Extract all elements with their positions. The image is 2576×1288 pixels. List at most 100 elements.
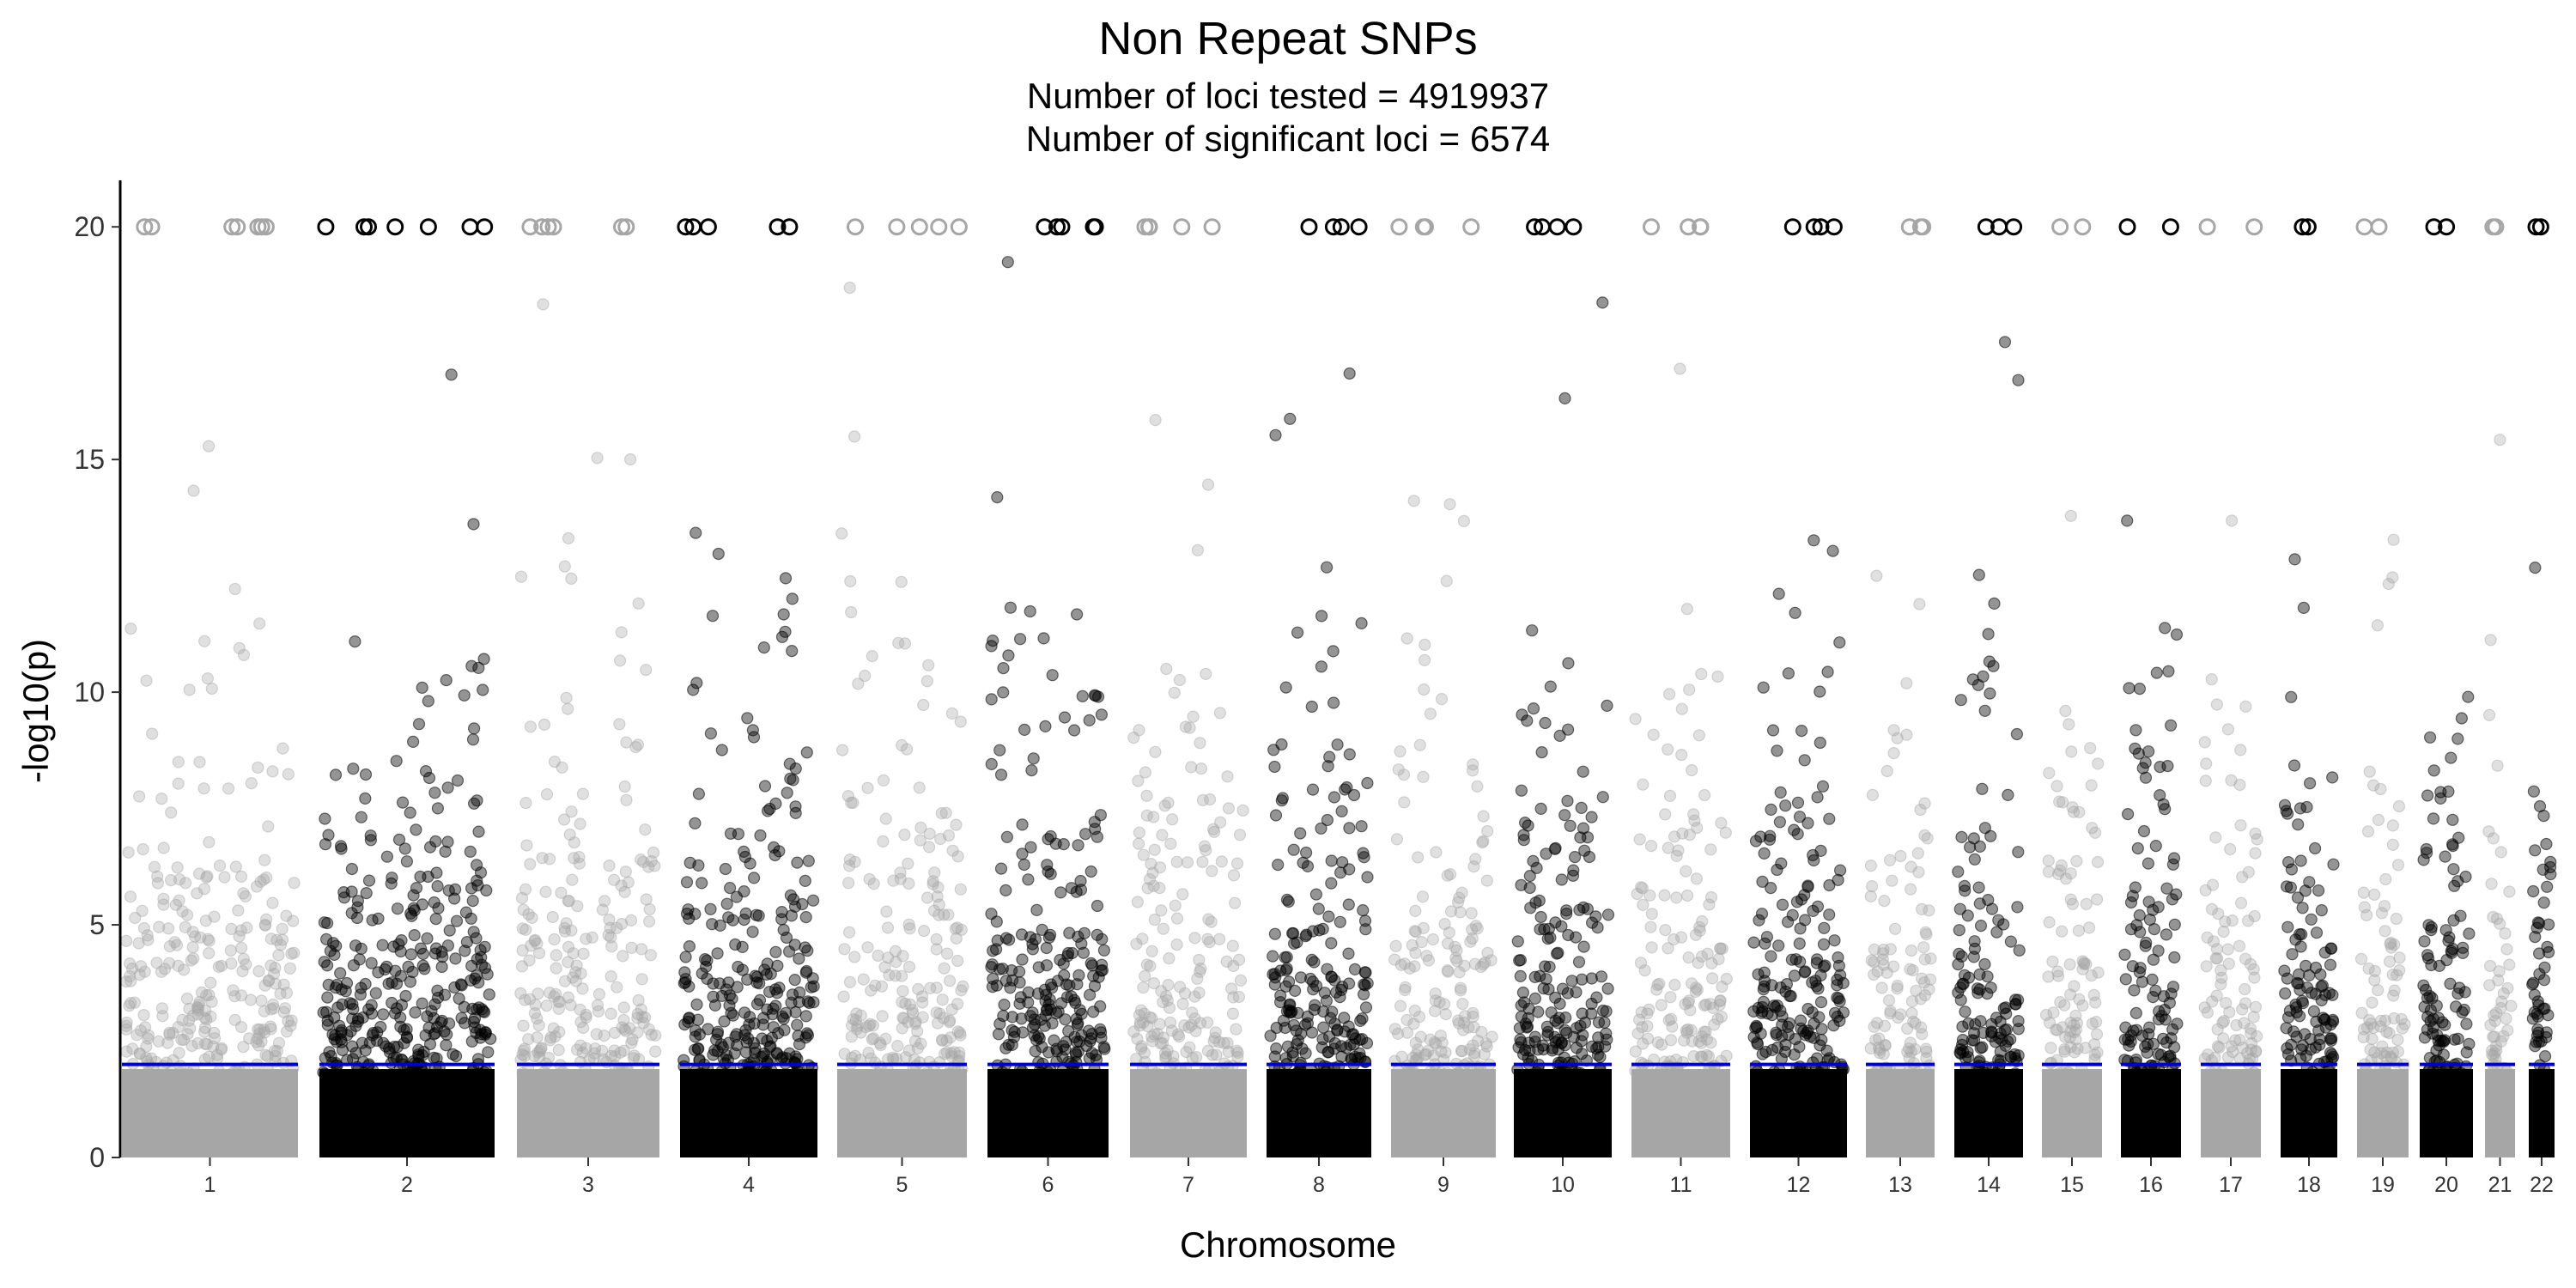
snp-point xyxy=(236,964,249,978)
chromosome-10-points xyxy=(1511,218,1615,1157)
snp-point xyxy=(431,991,445,1005)
snp-point xyxy=(228,990,241,1003)
snp-point xyxy=(896,1012,909,1024)
snp-point xyxy=(783,757,796,770)
snp-point xyxy=(203,440,216,453)
snp-point xyxy=(1990,1012,2003,1024)
y-tick-label: 20 xyxy=(74,211,105,242)
snp-point xyxy=(198,1021,211,1035)
snp-point xyxy=(549,1030,562,1043)
snp-point xyxy=(1535,745,1548,759)
snp-point xyxy=(516,1048,529,1061)
snp-point xyxy=(1766,724,1780,737)
snp-point xyxy=(568,852,580,865)
snp-point xyxy=(1013,633,1027,646)
snp-point xyxy=(1558,392,1571,404)
snp-point xyxy=(1148,843,1161,856)
snp-point xyxy=(151,870,164,883)
snp-point xyxy=(371,1026,384,1039)
x-tick-label: 3 xyxy=(582,1173,594,1197)
snp-point xyxy=(1875,981,1888,994)
snp-point xyxy=(634,853,647,866)
snp-point xyxy=(2092,757,2105,770)
snp-point xyxy=(1191,544,1205,556)
snp-point xyxy=(608,1026,622,1039)
snp-point xyxy=(1062,1024,1075,1038)
snp-point xyxy=(708,999,722,1012)
snp-point xyxy=(1964,841,1977,854)
snp-point xyxy=(860,1021,872,1034)
snp-point xyxy=(889,969,902,982)
snp-point xyxy=(565,805,578,818)
snp-point xyxy=(280,909,293,922)
snp-point xyxy=(2304,1032,2317,1046)
snp-point xyxy=(2042,854,2055,867)
snp-point xyxy=(1821,665,1834,678)
snp-point xyxy=(879,812,892,825)
chromosome-8-dense-band xyxy=(1267,1069,1371,1157)
snp-point xyxy=(1577,901,1590,914)
snp-point xyxy=(845,1051,859,1064)
snp-point xyxy=(471,794,483,807)
snp-point xyxy=(272,949,285,962)
snp-point xyxy=(1176,998,1189,1011)
chromosome-7-dense-band xyxy=(1130,1069,1247,1157)
snp-point xyxy=(2221,1051,2234,1064)
snp-point xyxy=(1442,965,1455,978)
snp-point xyxy=(2372,813,2385,827)
capped-snp-marker xyxy=(930,218,948,236)
snp-point xyxy=(1686,1035,1698,1048)
snp-point xyxy=(2004,935,2017,948)
snp-point xyxy=(1807,904,1820,918)
snp-point xyxy=(2367,1021,2380,1035)
snp-point xyxy=(1430,846,1443,859)
snp-point xyxy=(2233,1033,2246,1047)
snp-point xyxy=(1230,1044,1243,1057)
snp-point xyxy=(1981,970,1994,983)
snp-point xyxy=(1577,765,1589,778)
capped-snp-marker xyxy=(2245,218,2263,236)
snp-point xyxy=(1978,957,1991,971)
snp-point xyxy=(1147,976,1161,990)
snp-point xyxy=(552,1043,565,1057)
snp-point xyxy=(2068,980,2081,993)
capped-snp-marker xyxy=(781,218,799,236)
snp-point xyxy=(2050,780,2063,793)
snp-point xyxy=(637,1017,650,1030)
snp-point xyxy=(252,761,264,775)
snp-point xyxy=(1601,699,1613,713)
snp-point xyxy=(533,1050,546,1064)
snp-point xyxy=(631,1012,644,1024)
snp-point xyxy=(400,855,413,868)
snp-point xyxy=(1066,946,1078,960)
snp-point xyxy=(360,886,373,900)
snp-point xyxy=(1575,801,1588,815)
snp-point xyxy=(1985,1026,1998,1039)
snp-point xyxy=(163,1028,176,1041)
snp-point xyxy=(172,756,185,769)
x-tick-label: 17 xyxy=(2219,1173,2243,1197)
snp-point xyxy=(477,1066,491,1078)
snp-point xyxy=(2528,1005,2541,1019)
snp-point xyxy=(920,675,934,688)
snp-point xyxy=(1160,662,1173,676)
snp-point xyxy=(1054,997,1068,1010)
snp-point xyxy=(917,924,931,938)
snp-point xyxy=(428,787,441,799)
snp-point xyxy=(2209,951,2222,965)
snp-point xyxy=(914,834,927,847)
snp-point xyxy=(636,855,650,868)
snp-point xyxy=(1308,1003,1321,1017)
snp-point xyxy=(516,922,529,935)
snp-point xyxy=(404,806,416,819)
snp-point xyxy=(2485,878,2498,890)
snp-point xyxy=(1922,1066,1935,1079)
snp-point xyxy=(921,1066,934,1079)
snp-point xyxy=(1443,498,1456,511)
snp-point xyxy=(380,850,393,863)
snp-point xyxy=(2490,1006,2503,1019)
snp-point xyxy=(2165,719,2178,732)
snp-point xyxy=(2324,1018,2337,1031)
snp-point xyxy=(1213,707,1227,720)
snp-point xyxy=(2439,924,2452,937)
